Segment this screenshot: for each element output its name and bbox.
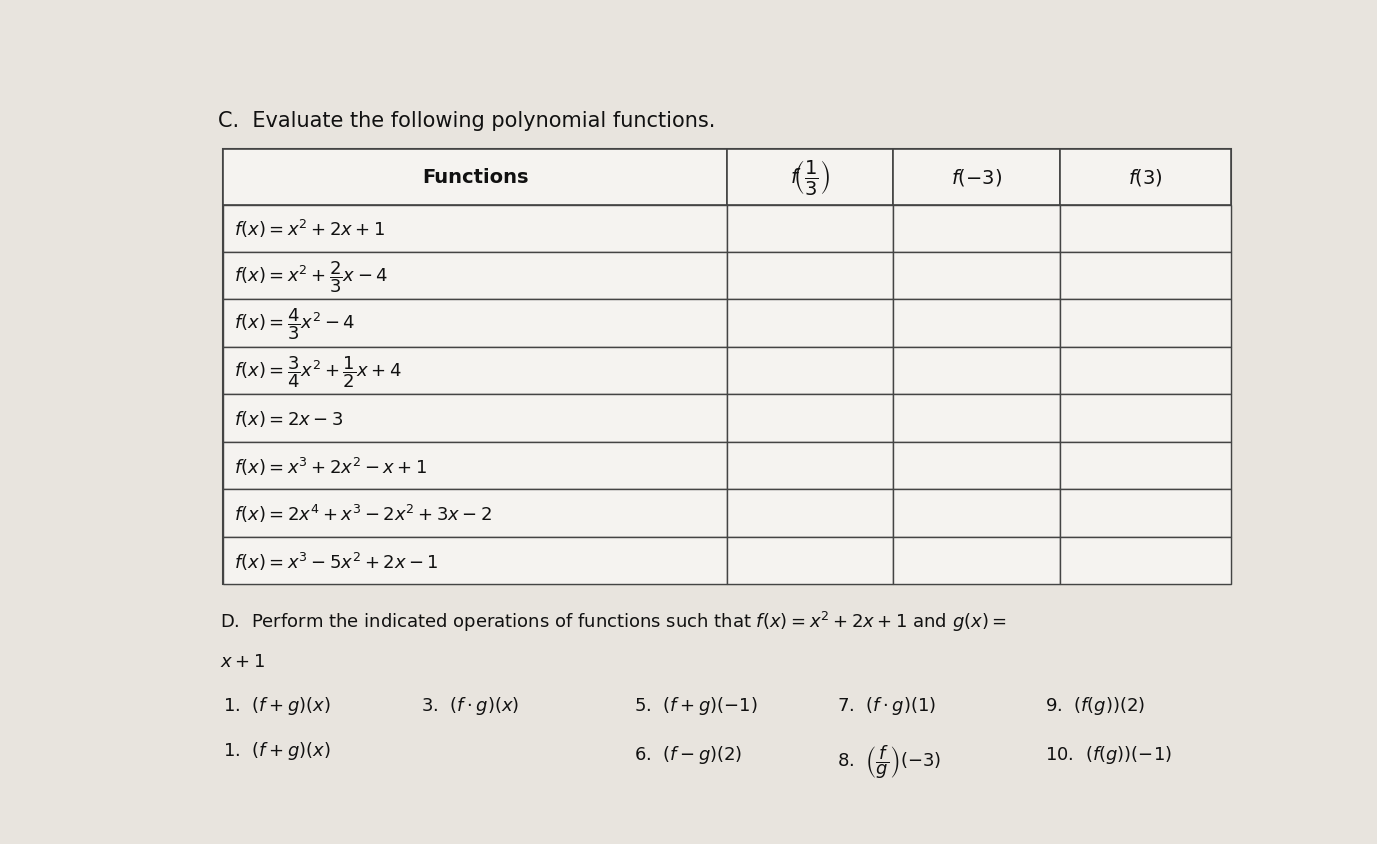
Bar [1059, 348, 1231, 395]
Bar [223, 150, 1231, 585]
Bar [223, 205, 727, 252]
Text: Functions: Functions [421, 168, 529, 187]
Bar [727, 442, 894, 490]
Bar [894, 538, 1059, 585]
Bar [223, 490, 727, 538]
Bar [1059, 150, 1231, 205]
Bar [223, 395, 727, 442]
Bar [894, 205, 1059, 252]
Bar [1059, 442, 1231, 490]
Bar [894, 442, 1059, 490]
Text: D.  Perform the indicated operations of functions such that $f(x) = x^2 + 2x + 1: D. Perform the indicated operations of f… [220, 609, 1007, 634]
Text: $f(x) = x^2 + 2x + 1$: $f(x) = x^2 + 2x + 1$ [234, 218, 386, 240]
Bar [894, 395, 1059, 442]
Bar [223, 300, 727, 348]
Bar [1059, 205, 1231, 252]
Bar [223, 442, 727, 490]
Bar [223, 538, 727, 585]
Bar [223, 252, 727, 300]
Text: 6.  $(f - g)(2)$: 6. $(f - g)(2)$ [635, 743, 742, 765]
Bar [727, 150, 894, 205]
Bar [727, 252, 894, 300]
Text: $x + 1$: $x + 1$ [220, 652, 266, 669]
Text: $f\!\left(\dfrac{1}{3}\right)$: $f\!\left(\dfrac{1}{3}\right)$ [790, 158, 830, 197]
Bar [894, 300, 1059, 348]
Bar [894, 150, 1059, 205]
Text: 7.  $(f \cdot g)(1)$: 7. $(f \cdot g)(1)$ [837, 694, 936, 716]
Text: 3.  $(f \cdot g)(x)$: 3. $(f \cdot g)(x)$ [421, 694, 519, 716]
Bar [1059, 395, 1231, 442]
Text: $f(x) = x^2 + \dfrac{2}{3}x - 4$: $f(x) = x^2 + \dfrac{2}{3}x - 4$ [234, 258, 388, 295]
Text: 5.  $(f + g)(-1)$: 5. $(f + g)(-1)$ [635, 694, 757, 716]
Text: $f(x) = \dfrac{4}{3}x^2 - 4$: $f(x) = \dfrac{4}{3}x^2 - 4$ [234, 306, 355, 342]
Text: $f(x) = 2x - 3$: $f(x) = 2x - 3$ [234, 408, 343, 429]
Bar [727, 348, 894, 395]
Bar [727, 490, 894, 538]
Text: C.  Evaluate the following polynomial functions.: C. Evaluate the following polynomial fun… [218, 111, 716, 131]
Bar [1059, 300, 1231, 348]
Bar [894, 490, 1059, 538]
Bar [1059, 252, 1231, 300]
Text: $f(x) = 2x^4 + x^3 - 2x^2 + 3x - 2$: $f(x) = 2x^4 + x^3 - 2x^2 + 3x - 2$ [234, 502, 492, 525]
Bar [894, 348, 1059, 395]
Text: 8.  $\left(\dfrac{f}{g}\right)(-3)$: 8. $\left(\dfrac{f}{g}\right)(-3)$ [837, 743, 940, 781]
Text: $f(x) = \dfrac{3}{4}x^2 + \dfrac{1}{2}x + 4$: $f(x) = \dfrac{3}{4}x^2 + \dfrac{1}{2}x … [234, 354, 402, 389]
Text: 1.  $(f + g)(x)$: 1. $(f + g)(x)$ [223, 739, 330, 761]
Text: 1.  $(f + g)(x)$: 1. $(f + g)(x)$ [223, 694, 330, 716]
Text: $f(x) = x^3 + 2x^2 - x + 1$: $f(x) = x^3 + 2x^2 - x + 1$ [234, 455, 427, 477]
Bar [727, 300, 894, 348]
Bar [727, 395, 894, 442]
Text: $f(-3)$: $f(-3)$ [950, 167, 1002, 188]
Text: $f(3)$: $f(3)$ [1128, 167, 1162, 188]
Bar [727, 538, 894, 585]
Bar [1059, 490, 1231, 538]
Text: $f(x) = x^3 - 5x^2 + 2x - 1$: $f(x) = x^3 - 5x^2 + 2x - 1$ [234, 550, 439, 572]
Bar [223, 348, 727, 395]
Text: 10.  $(f(g))(-1)$: 10. $(f(g))(-1)$ [1045, 743, 1172, 765]
Bar [223, 150, 727, 205]
Bar [894, 252, 1059, 300]
Bar [727, 205, 894, 252]
Bar [1059, 538, 1231, 585]
Text: 9.  $(f(g))(2)$: 9. $(f(g))(2)$ [1045, 694, 1146, 716]
